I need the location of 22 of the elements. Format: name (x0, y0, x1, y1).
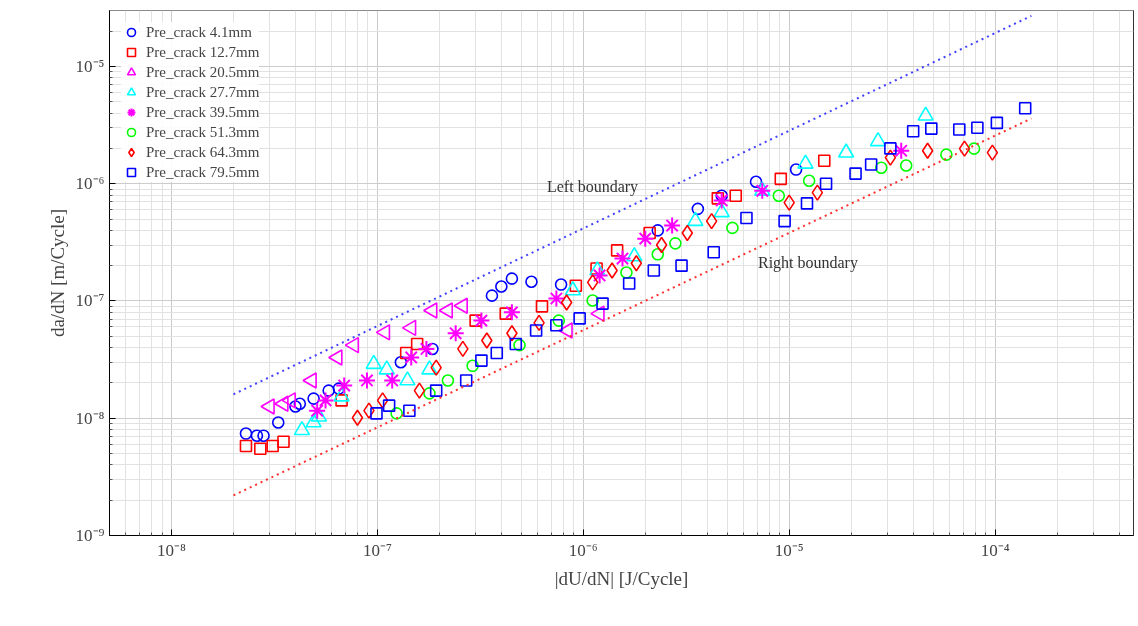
y-tick-label: 10⁻⁵ (75, 56, 105, 76)
legend-label: Pre_crack 79.5mm (146, 162, 260, 182)
y-tick-label: 10⁻⁸ (75, 408, 105, 428)
y-axis-title: da/dN [m/Cycle] (46, 208, 68, 338)
x-tick-label: 10⁻⁶ (568, 540, 598, 560)
legend-label: Pre_crack 39.5mm (146, 102, 260, 122)
x-tick-label: 10⁻⁸ (157, 540, 187, 560)
y-tick-label: 10⁻⁷ (75, 291, 105, 311)
series-label: Right boundary (757, 253, 858, 272)
x-tick-label: 10⁻⁷ (362, 540, 392, 560)
y-tick-label: 10⁻⁶ (75, 174, 105, 194)
series-label: Left boundary (546, 177, 639, 196)
legend-label: Pre_crack 51.3mm (146, 122, 260, 142)
legend-label: Pre_crack 20.5mm (146, 62, 260, 82)
legend-label: Pre_crack 64.3mm (146, 142, 260, 162)
y-tick-label: 10⁻⁹ (75, 526, 105, 545)
x-axis-title: |dU/dN| [J/Cycle] (554, 567, 689, 589)
x-tick-label: 10⁻⁴ (980, 540, 1010, 560)
legend-label: Pre_crack 27.7mm (146, 82, 260, 102)
legend-label: Pre_crack 4.1mm (146, 22, 252, 42)
legend-label: Pre_crack 12.7mm (146, 42, 260, 62)
x-tick-label: 10⁻⁵ (774, 540, 804, 560)
